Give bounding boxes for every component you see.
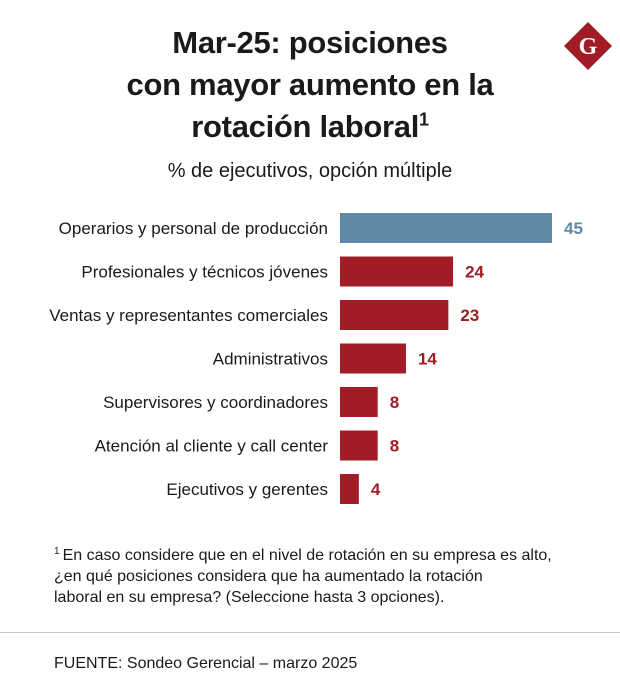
footnote: 1 En caso considere que en el nivel de ro… [54, 545, 594, 608]
value-label: 24 [465, 263, 484, 282]
footnote-line-3: laboral en su empresa? (Seleccione hasta… [54, 589, 445, 606]
value-label: 4 [371, 480, 381, 499]
source-note: FUENTE: Sondeo Gerencial – marzo 2025 [54, 655, 358, 672]
value-label: 8 [390, 393, 399, 412]
logo-letter: G [579, 34, 598, 60]
value-label: 14 [418, 350, 437, 369]
category-label: Profesionales y técnicos jóvenes [81, 263, 328, 282]
divider [0, 632, 620, 633]
title-line-1: Mar-25: posiciones [172, 25, 448, 60]
value-label: 23 [460, 306, 479, 325]
bar [340, 430, 378, 461]
category-label: Ventas y representantes comerciales [49, 306, 328, 325]
category-label: Operarios y personal de producción [59, 219, 328, 238]
bar [340, 343, 406, 374]
bar [340, 387, 378, 417]
chart-title: Mar-25: posiciones con mayor aumento en … [60, 22, 560, 148]
category-label: Atención al cliente y call center [95, 437, 329, 456]
logo-icon: G [564, 22, 612, 70]
footnote-line-1-text: En caso considere que en el nivel de rot… [62, 547, 552, 564]
bar [340, 213, 552, 243]
category-label: Administrativos [213, 350, 328, 369]
bar-chart: Operarios y personal de producción 45 Prof… [49, 213, 583, 504]
footnote-line-1: 1 En caso considere que en el nivel de ro… [54, 545, 594, 566]
bar [340, 300, 449, 330]
category-label: Ejecutivos y gerentes [166, 480, 328, 499]
category-label: Supervisores y coordinadores [103, 393, 328, 412]
footnote-marker: 1 [54, 545, 60, 557]
title-line-3: rotación laboral1 [60, 106, 560, 148]
bar [340, 474, 359, 504]
value-label: 8 [390, 437, 399, 456]
title-line-3-text: rotación laboral [191, 109, 420, 144]
title-superscript: 1 [419, 109, 429, 130]
logo-diamond [564, 22, 612, 70]
bar [340, 256, 454, 287]
footnote-line-2: ¿en qué posiciones considera que ha aume… [54, 568, 483, 585]
title-line-2: con mayor aumento en la [126, 67, 494, 102]
value-label: 45 [564, 219, 583, 238]
chart-subtitle: % de ejecutivos, opción múltiple [167, 160, 453, 182]
